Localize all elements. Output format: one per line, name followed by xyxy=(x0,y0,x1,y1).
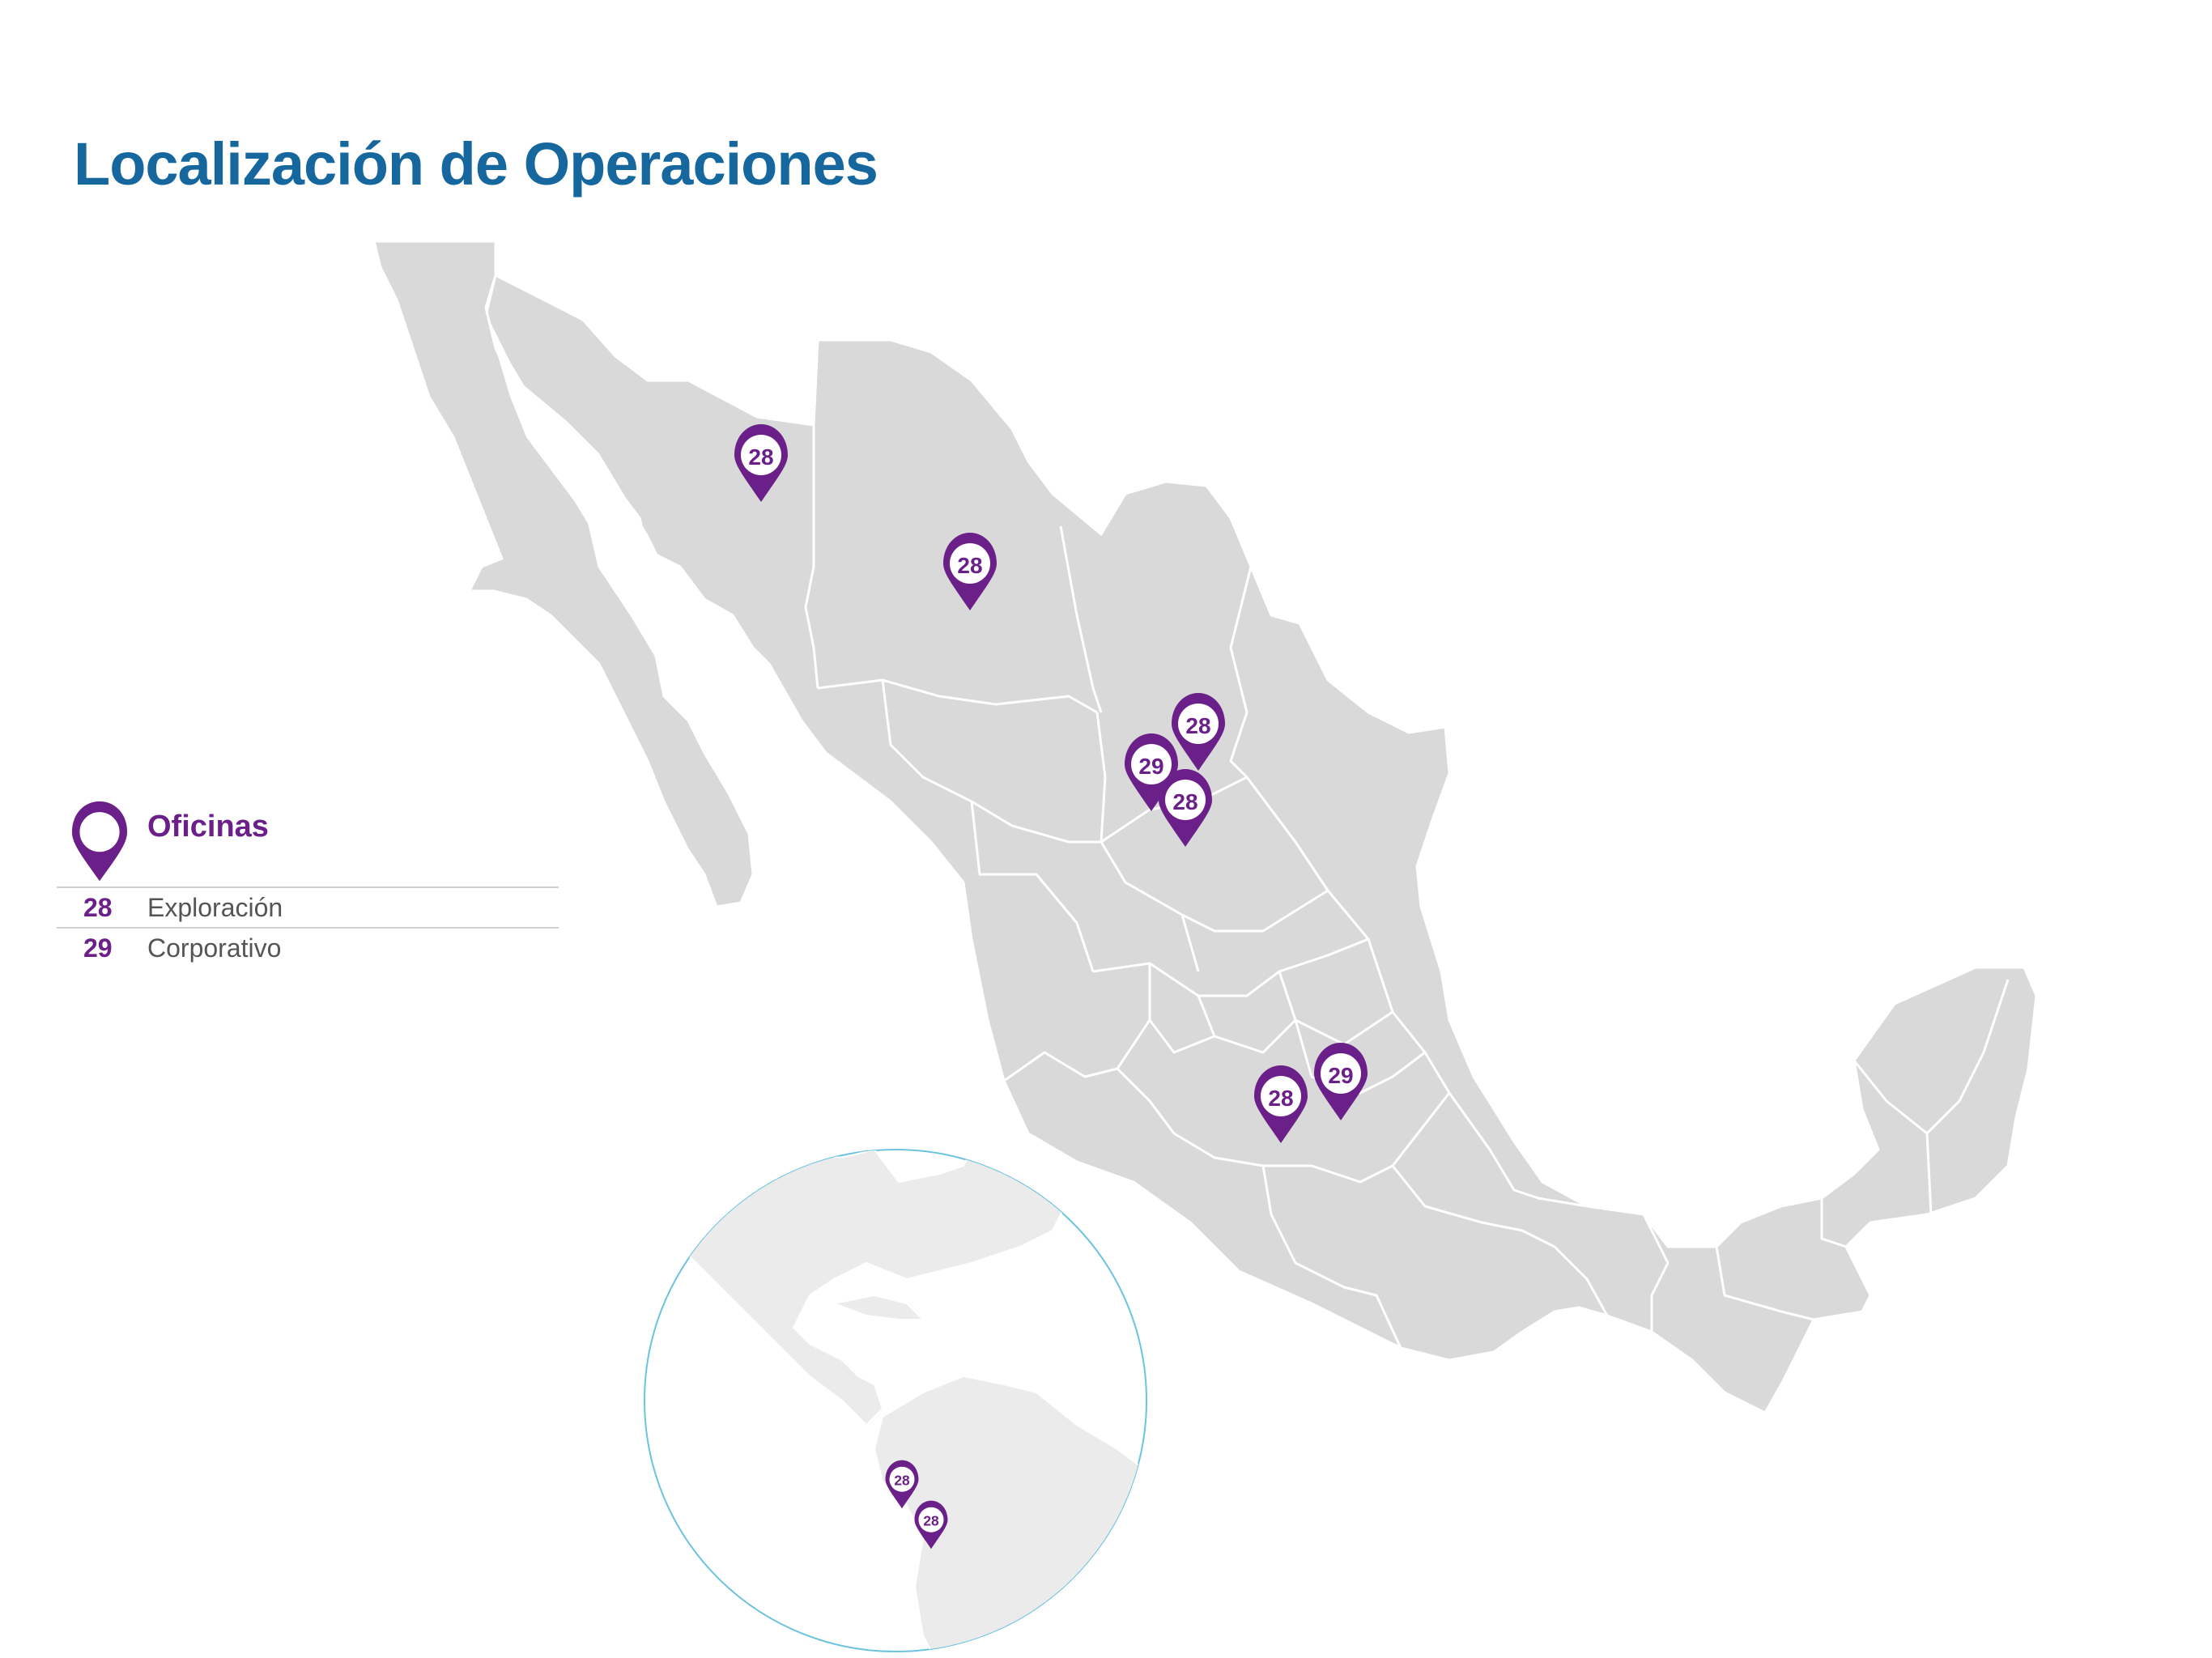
gulf-of-california xyxy=(496,348,769,761)
state-borders xyxy=(804,425,2010,1349)
legend: Oficinas 28 Exploración 29 Corporativo xyxy=(57,793,559,963)
page-title: Localización de Operaciones xyxy=(74,130,878,198)
marker-pin-1[interactable]: 28 xyxy=(734,424,788,502)
marker-label-2: 28 xyxy=(957,553,982,578)
inset-marker-pin-2[interactable]: 28 xyxy=(914,1500,948,1550)
mexico-mainland xyxy=(484,274,2038,1414)
marker-pin-3[interactable]: 28 xyxy=(1172,693,1225,771)
marker-pin-7[interactable]: 29 xyxy=(1314,1043,1368,1120)
marker-label-3: 28 xyxy=(1185,713,1210,738)
marker-label-6: 28 xyxy=(1268,1086,1293,1111)
legend-item-number: 28 xyxy=(83,893,113,922)
marker-label-7: 29 xyxy=(1328,1063,1353,1088)
inset-caribbean xyxy=(831,1294,925,1320)
inset-marker-label-1: 28 xyxy=(894,1473,910,1489)
legend-header: Oficinas xyxy=(57,793,559,891)
legend-item-number: 29 xyxy=(83,933,113,963)
legend-item: 28 Exploración xyxy=(57,886,559,927)
legend-item-label: Corporativo xyxy=(147,933,282,963)
map-pin-icon xyxy=(71,801,128,882)
marker-label-1: 28 xyxy=(748,444,773,470)
marker-label-4: 29 xyxy=(1138,754,1163,779)
legend-item-label: Exploración xyxy=(147,893,283,922)
marker-pin-2[interactable]: 28 xyxy=(943,533,997,610)
mexico-map xyxy=(372,240,2038,1414)
inset-marker-label-2: 28 xyxy=(923,1513,939,1529)
legend-heading: Oficinas xyxy=(147,810,269,844)
marker-pin-6[interactable]: 28 xyxy=(1254,1065,1308,1143)
marker-pin-5[interactable]: 28 xyxy=(1159,769,1212,847)
inset-globe xyxy=(644,1149,1147,1652)
marker-label-5: 28 xyxy=(1172,789,1197,814)
legend-item: 29 Corporativo xyxy=(57,927,559,967)
legend-list: 28 Exploración 29 Corporativo xyxy=(57,886,559,967)
inset-marker-pin-1[interactable]: 28 xyxy=(885,1460,919,1509)
inset-north-america xyxy=(644,1150,1070,1426)
markers: 28 28 28 29 xyxy=(734,424,1368,1550)
